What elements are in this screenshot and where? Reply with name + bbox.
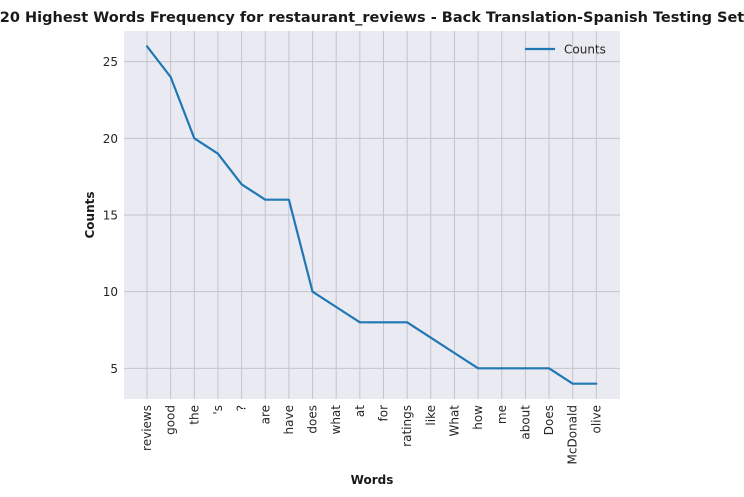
y-tick-label: 15 (103, 209, 118, 223)
y-tick-label: 25 (103, 55, 118, 69)
grid (124, 31, 620, 399)
x-tick-label: what (329, 405, 343, 435)
x-tick-labels: reviews good the 's? are have does what at for rat… (140, 405, 603, 465)
x-tick-label: like (424, 405, 438, 426)
x-axis-label: Words (351, 473, 394, 487)
x-tick-label: good (164, 405, 178, 435)
x-tick-label: reviews (140, 405, 154, 451)
x-tick-label: ? (235, 405, 249, 411)
x-tick-label: ratings (400, 405, 414, 447)
x-tick-label: What (447, 405, 461, 437)
series-line-counts (145, 45, 598, 385)
y-tick-labels: 5 10 15 20 25 (103, 55, 118, 376)
x-tick-label: 's (211, 405, 225, 415)
x-tick-label: the (187, 405, 201, 425)
x-tick-label: have (282, 405, 296, 434)
x-tick-label: are (258, 405, 272, 424)
x-tick-label: me (495, 405, 509, 424)
legend-label: Counts (564, 43, 606, 57)
x-tick-label: Does (542, 405, 556, 435)
x-tick-label: how (471, 405, 485, 430)
x-tick-label: at (353, 405, 367, 417)
legend: Counts (525, 43, 606, 57)
x-tick-label: olive (589, 405, 603, 434)
y-tick-label: 10 (103, 285, 118, 299)
chart-title: 20 Highest Words Frequency for restauran… (0, 10, 744, 26)
y-axis-label: Counts (83, 191, 97, 238)
x-tick-label: McDonald (566, 405, 580, 464)
x-tick-label: for (377, 405, 391, 422)
x-tick-label: does (306, 405, 320, 434)
x-tick-label: about (518, 405, 532, 440)
y-tick-label: 5 (110, 362, 118, 376)
y-tick-label: 20 (103, 132, 118, 146)
